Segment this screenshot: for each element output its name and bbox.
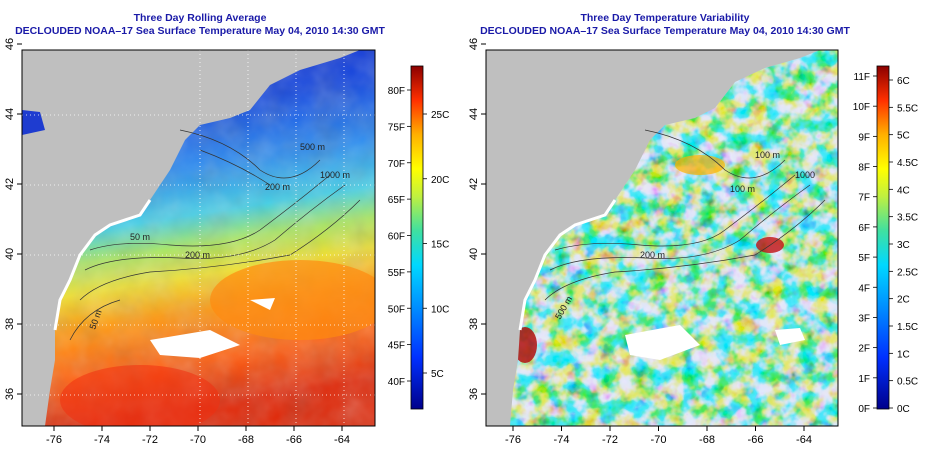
colorbar-label: 11F	[854, 72, 871, 83]
colorbar-label: 0.5C	[897, 377, 918, 388]
left-colorbar	[410, 65, 424, 410]
y-tick-label: 44	[468, 108, 480, 120]
colorbar-label: 6F	[858, 223, 870, 234]
x-tick-label: -68	[238, 434, 254, 446]
right-colorbar	[876, 65, 890, 410]
colorbar-label: 3.5C	[897, 213, 918, 224]
y-tick-label: 40	[468, 248, 480, 260]
colorbar-label: 15C	[431, 240, 449, 251]
left-map: 200 m 500 m 1000 m 50 m 200 m 50 m	[22, 50, 375, 426]
x-tick-label: -64	[796, 434, 812, 446]
colorbar-label: 1.5C	[897, 322, 918, 333]
y-tick-label: 46	[4, 38, 16, 50]
right-map: 100 m 100 m 1000 200 m 500 m	[486, 50, 838, 426]
right-contour-label: 200 m	[640, 250, 665, 260]
right-cloud-1	[625, 325, 700, 360]
colorbar-label: 10C	[431, 304, 449, 315]
colorbar-label: 75F	[388, 122, 405, 133]
colorbar-label: 5C	[897, 131, 910, 142]
colorbar-label: 4.5C	[897, 158, 918, 169]
left-y-axis: 36 38 40 42 44 46	[4, 38, 22, 400]
colorbar-label: 2C	[897, 295, 910, 306]
right-map-frame	[485, 49, 839, 427]
right-contour-label: 1000	[795, 170, 815, 180]
x-tick-label: -66	[286, 434, 302, 446]
x-tick-label: -70	[190, 434, 206, 446]
x-tick-label: -64	[334, 434, 350, 446]
right-contour-label: 100 m	[730, 184, 755, 194]
colorbar-label: 3F	[858, 313, 870, 324]
colorbar-label: 60F	[388, 232, 405, 243]
x-tick-label: -72	[602, 434, 618, 446]
left-contour-label: 500 m	[300, 142, 325, 152]
colorbar-label: 7F	[858, 193, 870, 204]
right-title-1: Three Day Temperature Variability	[580, 12, 750, 24]
colorbar-label: 10F	[853, 102, 870, 113]
x-tick-label: -70	[651, 434, 667, 446]
y-tick-label: 40	[4, 248, 16, 260]
right-x-axis: -76 -74 -72 -70 -68 -66 -64	[505, 426, 812, 446]
colorbar-label: 5.5C	[897, 103, 918, 114]
colorbar-label: 0F	[858, 404, 870, 415]
y-tick-label: 42	[4, 178, 16, 190]
left-title-2: DECLOUDED NOAA–17 Sea Surface Temperatur…	[15, 25, 385, 37]
x-tick-label: -72	[142, 434, 158, 446]
x-tick-label: -74	[554, 434, 570, 446]
colorbar-label: 1C	[897, 349, 910, 360]
left-contour-label: 1000 m	[320, 170, 350, 180]
colorbar-label: 20C	[431, 175, 449, 186]
right-land	[486, 50, 820, 426]
y-tick-label: 42	[468, 178, 480, 190]
left-grid	[22, 50, 375, 426]
right-contour-label: 100 m	[755, 150, 780, 160]
right-colorbar-c-labels: 0C 0.5C 1C 1.5C 2C 2.5C 3C 3.5C 4C 4.5C 5C 5.5C 6C	[889, 76, 918, 415]
left-contours	[69, 129, 361, 341]
x-tick-label: -74	[94, 434, 110, 446]
colorbar-label: 5C	[431, 369, 444, 380]
colorbar-label: 25C	[431, 110, 449, 121]
right-contours	[544, 129, 826, 301]
y-tick-label: 44	[4, 108, 16, 120]
colorbar-label: 4F	[858, 283, 870, 294]
x-tick-label: -66	[748, 434, 764, 446]
y-tick-label: 36	[4, 388, 16, 400]
left-title-1: Three Day Rolling Average	[133, 12, 267, 24]
colorbar-label: 2F	[858, 344, 870, 355]
left-contour-label: 50 m	[130, 232, 150, 242]
colorbar-label: 4C	[897, 185, 910, 196]
left-contour-label: 200 m	[185, 250, 210, 260]
colorbar-label: 70F	[388, 159, 405, 170]
right-colorbar-f-labels: 0F 1F 2F 3F 4F 5F 6F 7F 8F 9F 10F 11F	[853, 72, 877, 415]
colorbar-label: 2.5C	[897, 267, 918, 278]
left-colorbar-f-labels: 40F 45F 50F 55F 60F 65F 70F 75F 80F	[388, 86, 411, 388]
left-cloud-1	[150, 330, 240, 358]
colorbar-label: 65F	[388, 195, 405, 206]
left-land	[22, 50, 360, 426]
right-y-axis: 36 38 40 42 44 46	[468, 38, 486, 400]
left-colorbar-c-labels: 5C 10C 15C 20C 25C	[423, 110, 449, 380]
y-tick-label: 38	[468, 318, 480, 330]
colorbar-label: 80F	[388, 86, 405, 97]
left-x-axis: -76 -74 -72 -70 -68 -66 -64	[46, 426, 350, 446]
colorbar-label: 45F	[388, 341, 405, 352]
x-tick-label: -68	[699, 434, 715, 446]
x-tick-label: -76	[505, 434, 521, 446]
y-tick-label: 36	[468, 388, 480, 400]
y-tick-label: 38	[4, 318, 16, 330]
colorbar-label: 6C	[897, 76, 910, 87]
colorbar-label: 50F	[388, 304, 405, 315]
x-tick-label: -76	[46, 434, 62, 446]
y-tick-label: 46	[468, 38, 480, 50]
colorbar-label: 1F	[858, 374, 870, 385]
colorbar-label: 40F	[388, 377, 405, 388]
colorbar-label: 8F	[858, 163, 870, 174]
colorbar-label: 0C	[897, 404, 910, 415]
colorbar-label: 55F	[388, 268, 405, 279]
colorbar-label: 5F	[858, 253, 870, 264]
left-contour-label: 200 m	[265, 182, 290, 192]
right-title-2: DECLOUDED NOAA–17 Sea Surface Temperatur…	[480, 25, 850, 37]
colorbar-label: 9F	[858, 132, 870, 143]
colorbar-label: 3C	[897, 240, 910, 251]
